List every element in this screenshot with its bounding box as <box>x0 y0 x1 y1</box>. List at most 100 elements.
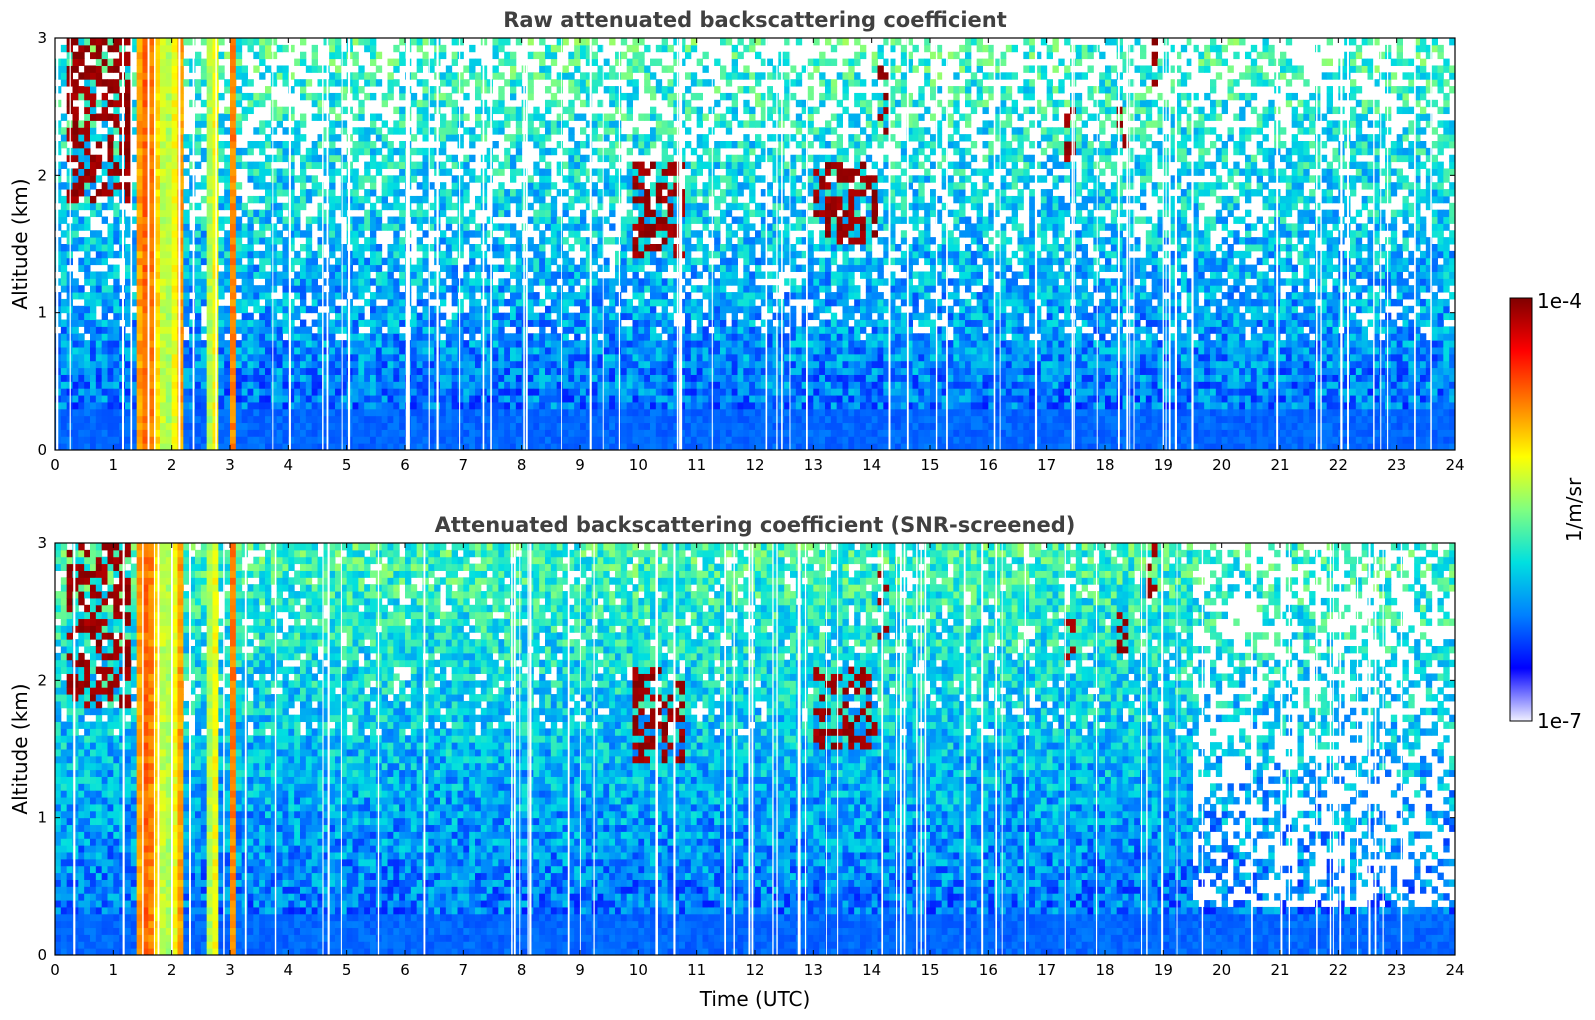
heatmap-cell <box>644 326 651 334</box>
heatmap-cell <box>165 271 173 279</box>
heatmap-cell <box>78 38 85 46</box>
heatmap-cell <box>492 250 499 259</box>
heatmap-cell <box>358 147 365 156</box>
heatmap-cell <box>177 189 184 197</box>
heatmap-cell <box>585 72 593 80</box>
heatmap-cell <box>78 216 85 224</box>
heatmap-cell <box>451 216 458 224</box>
heatmap-cell <box>504 340 511 348</box>
heatmap-cell <box>224 415 231 424</box>
heatmap-cell <box>428 127 435 135</box>
heatmap-cell <box>574 312 581 321</box>
heatmap-cell <box>475 113 482 121</box>
heatmap-cell <box>189 374 196 382</box>
heatmap-cell <box>329 436 336 444</box>
heatmap-cell <box>375 161 383 169</box>
heatmap-cell <box>585 436 593 444</box>
heatmap-cell <box>416 429 423 437</box>
heatmap-cell <box>399 161 406 169</box>
heatmap-cell <box>90 415 97 424</box>
heatmap-cell <box>451 292 458 300</box>
heatmap-cell <box>545 333 552 341</box>
heatmap-cell <box>457 79 464 87</box>
heatmap-cell <box>416 319 423 327</box>
heatmap-cell <box>142 395 149 403</box>
heatmap-cell <box>486 381 493 389</box>
heatmap-cell <box>498 58 505 66</box>
heatmap-cell <box>200 395 208 403</box>
heatmap-cell <box>445 408 453 417</box>
heatmap-cell <box>154 305 161 314</box>
heatmap-cell <box>300 340 307 348</box>
heatmap-cell <box>399 216 406 224</box>
heatmap-cell <box>615 443 622 450</box>
heatmap-cell <box>422 195 429 204</box>
heatmap-cell <box>72 202 79 211</box>
heatmap-cell <box>259 347 266 355</box>
heatmap-cell <box>72 141 79 149</box>
heatmap-cell <box>562 106 569 115</box>
heatmap-cell <box>311 189 318 197</box>
heatmap-cell <box>469 360 476 369</box>
heatmap-cell <box>329 44 336 53</box>
heatmap-cell <box>469 141 476 149</box>
heatmap-cell <box>84 154 91 163</box>
heatmap-cell <box>603 175 610 183</box>
heatmap-cell <box>259 443 266 450</box>
heatmap-cell <box>457 443 464 450</box>
heatmap-cell <box>370 367 377 375</box>
heatmap-cell <box>556 285 563 293</box>
heatmap-cell <box>358 113 365 121</box>
heatmap-cell <box>335 79 342 87</box>
heatmap-cell <box>469 422 476 430</box>
heatmap-cell <box>294 436 301 444</box>
heatmap-cell <box>469 58 476 66</box>
heatmap-cell <box>305 443 313 450</box>
heatmap-cell <box>556 408 563 417</box>
heatmap-cell <box>72 333 79 341</box>
heatmap-cell <box>171 429 178 437</box>
heatmap-cell <box>60 374 68 382</box>
heatmap-cell <box>545 312 552 321</box>
heatmap-cell <box>148 92 155 101</box>
heatmap-cell <box>498 223 505 231</box>
heatmap-cell <box>358 99 365 108</box>
heatmap-cell <box>60 209 68 218</box>
heatmap-cell <box>183 79 190 87</box>
heatmap-cell <box>130 326 138 334</box>
heatmap-cell <box>265 436 272 444</box>
heatmap-cell <box>539 58 546 66</box>
heatmap-cell <box>270 72 278 80</box>
heatmap-cell <box>270 250 278 259</box>
heatmap-cell <box>451 319 458 327</box>
heatmap-cell <box>265 422 272 430</box>
heatmap-cell <box>550 230 558 238</box>
heatmap-cell <box>358 38 365 46</box>
heatmap-cell <box>200 257 208 266</box>
heatmap-cell <box>160 381 167 389</box>
heatmap-cell <box>113 333 120 341</box>
heatmap-cell <box>189 422 196 430</box>
heatmap-cell <box>416 168 423 176</box>
heatmap-cell <box>457 415 464 424</box>
heatmap-cell <box>498 92 505 101</box>
heatmap-cell <box>358 106 365 115</box>
heatmap-cell <box>562 333 569 341</box>
heatmap-cell <box>288 230 295 238</box>
heatmap-cell <box>142 312 149 321</box>
heatmap-cell <box>463 113 470 121</box>
heatmap-cell <box>416 415 423 424</box>
heatmap-cell <box>568 154 575 163</box>
heatmap-cell <box>247 381 254 389</box>
heatmap-cell <box>189 147 196 156</box>
heatmap-cell <box>329 305 336 314</box>
heatmap-cell <box>142 86 149 94</box>
heatmap-cell <box>626 333 633 341</box>
heatmap-cell <box>300 86 307 94</box>
heatmap-cell <box>533 422 540 430</box>
heatmap-cell <box>440 161 447 169</box>
heatmap-cell <box>329 326 336 334</box>
heatmap-cell <box>300 333 307 341</box>
heatmap-cell <box>498 182 505 190</box>
heatmap-cell <box>154 415 161 424</box>
